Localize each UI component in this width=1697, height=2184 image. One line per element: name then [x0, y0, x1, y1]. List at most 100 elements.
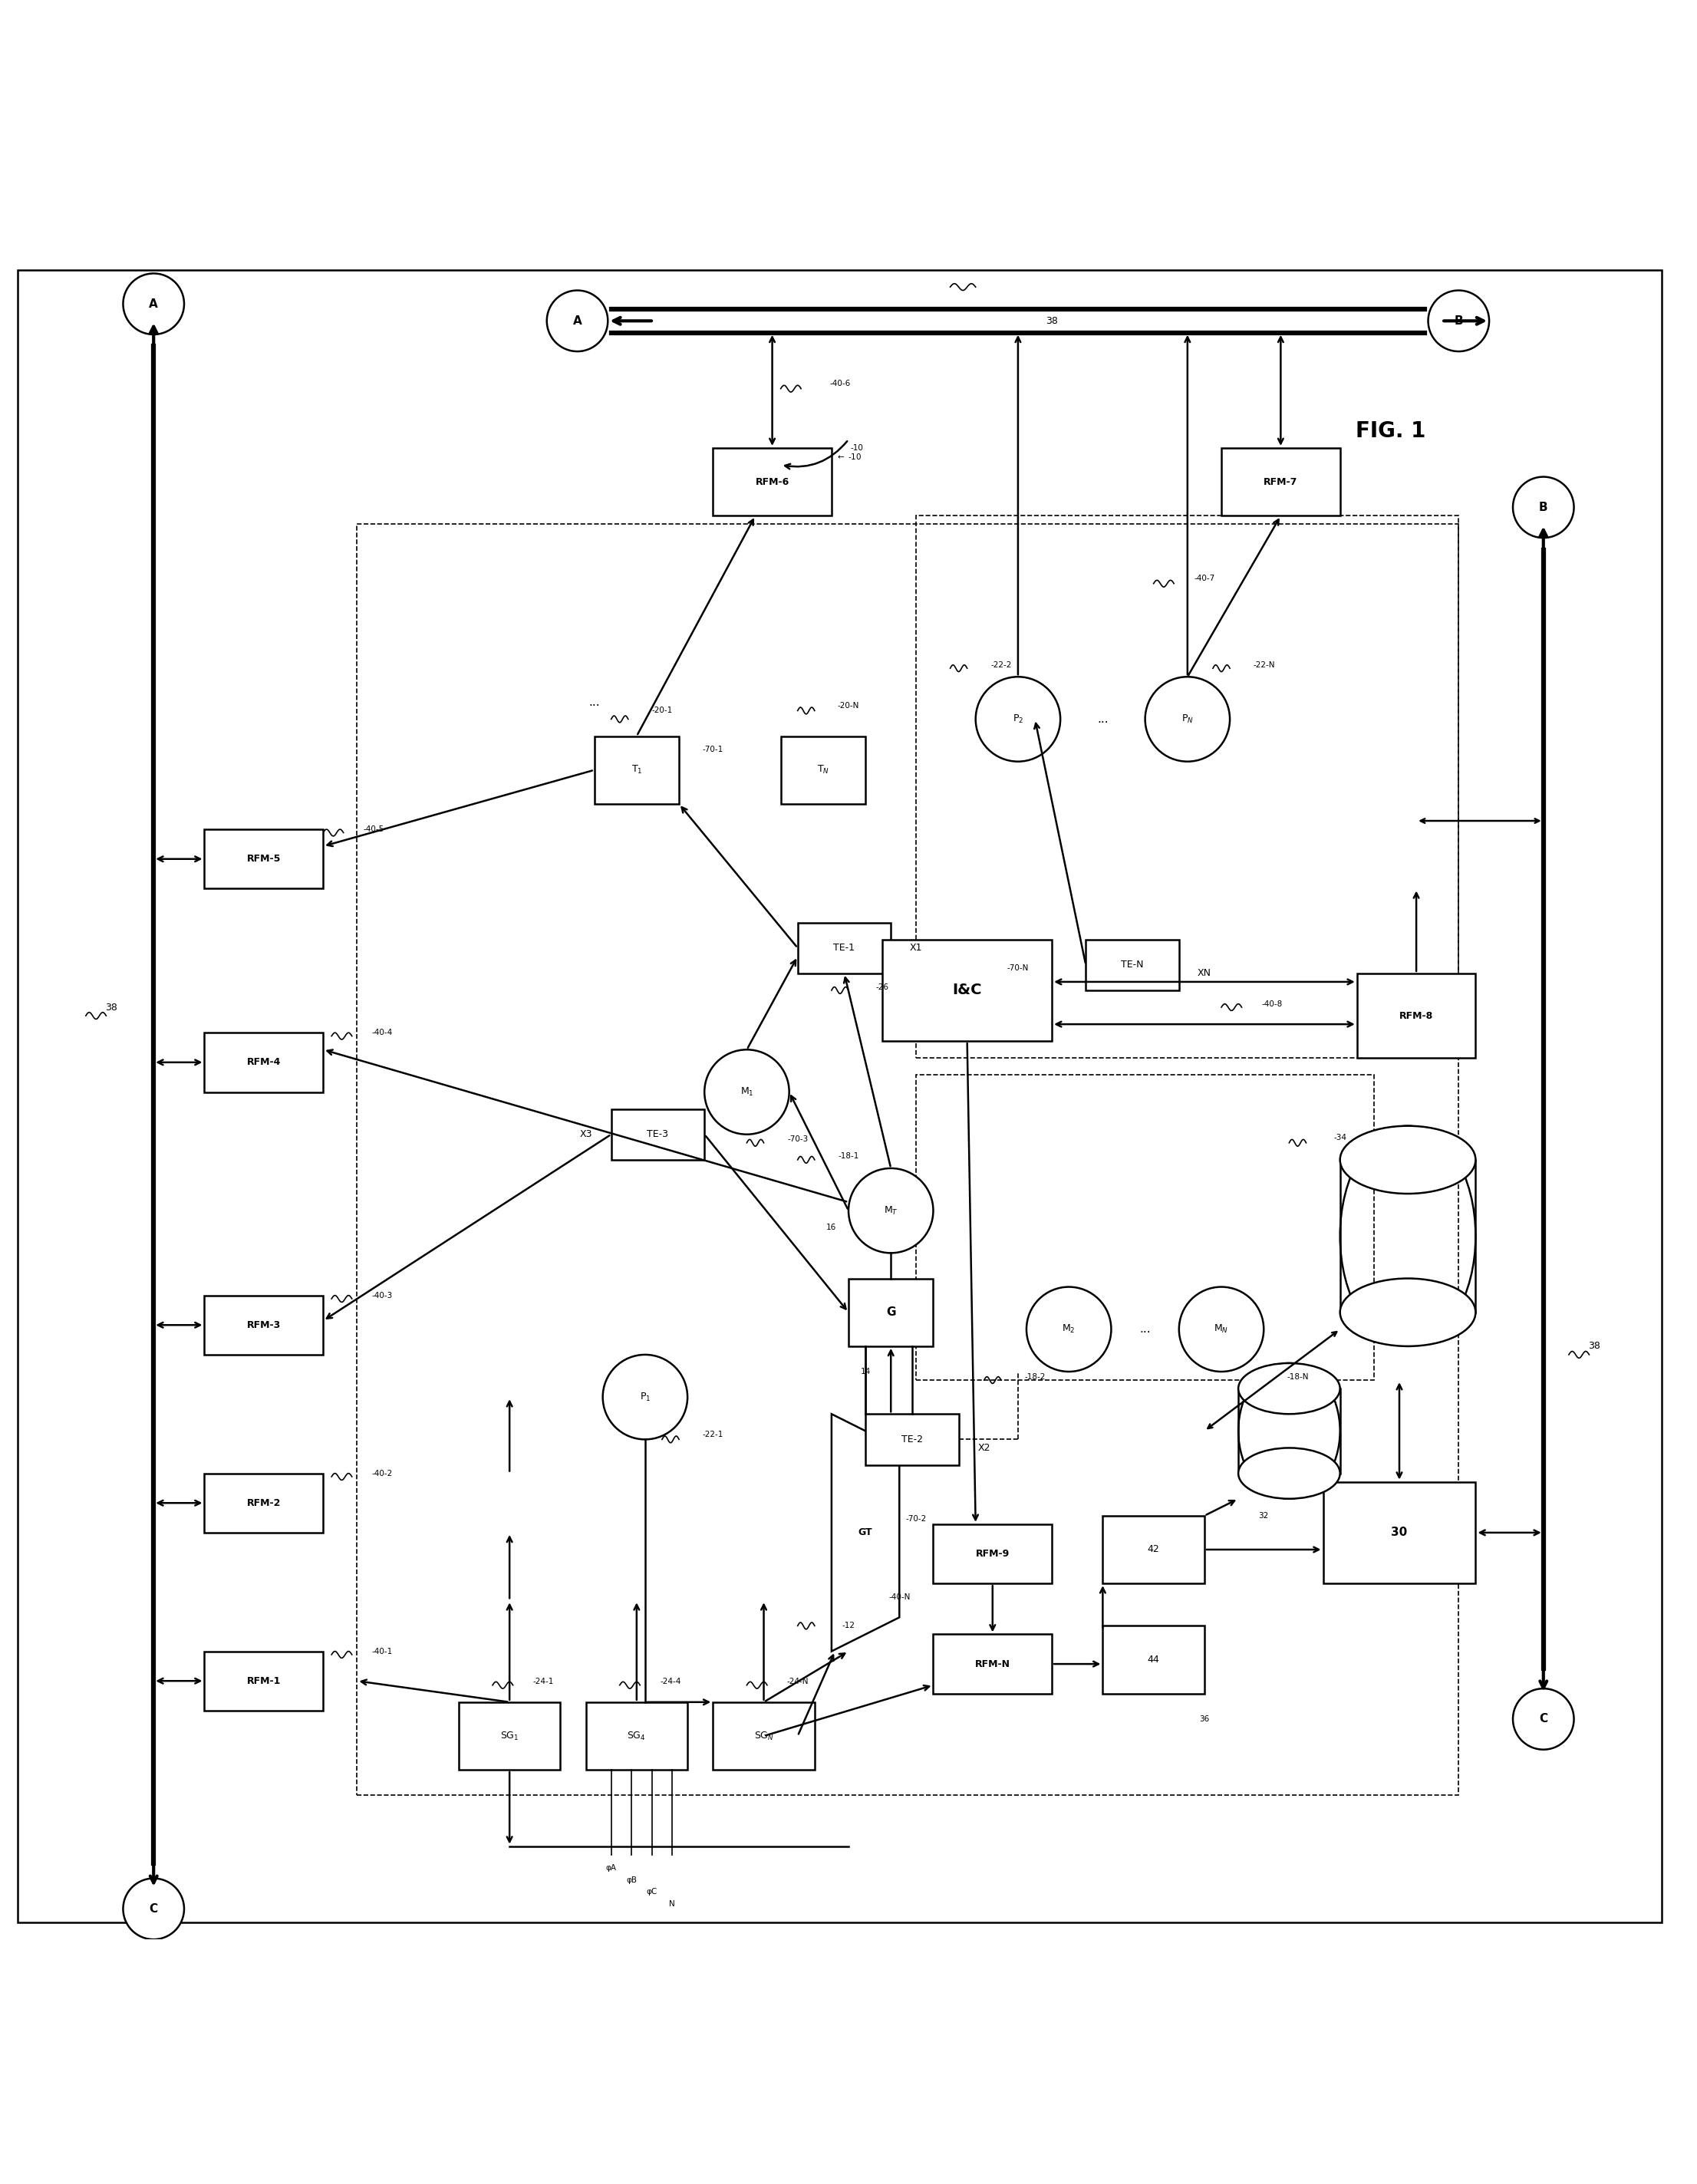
Text: -40-6: -40-6: [830, 380, 850, 387]
FancyBboxPatch shape: [1358, 974, 1476, 1057]
FancyBboxPatch shape: [933, 1524, 1052, 1583]
FancyBboxPatch shape: [865, 1413, 959, 1465]
Text: T$_N$: T$_N$: [816, 764, 830, 775]
Text: -20-1: -20-1: [652, 708, 672, 714]
Circle shape: [848, 1168, 933, 1254]
Text: M$_2$: M$_2$: [1062, 1324, 1076, 1334]
Text: RFM-9: RFM-9: [976, 1548, 1010, 1559]
Text: $\leftarrow$ -10: $\leftarrow$ -10: [835, 452, 862, 461]
Text: P$_2$: P$_2$: [1013, 714, 1023, 725]
Text: M$_T$: M$_T$: [884, 1206, 898, 1216]
Circle shape: [1514, 476, 1573, 537]
Text: N: N: [669, 1900, 675, 1907]
Text: RFM-3: RFM-3: [246, 1319, 280, 1330]
Text: -24-1: -24-1: [533, 1677, 553, 1686]
Text: -40-5: -40-5: [363, 826, 385, 832]
FancyBboxPatch shape: [204, 1474, 322, 1533]
FancyBboxPatch shape: [713, 1701, 815, 1769]
FancyBboxPatch shape: [611, 1109, 704, 1160]
Text: XN: XN: [1198, 968, 1212, 978]
Text: -40-7: -40-7: [1195, 574, 1215, 583]
FancyBboxPatch shape: [848, 1278, 933, 1345]
Circle shape: [1179, 1286, 1264, 1372]
Text: X3: X3: [579, 1129, 592, 1140]
FancyBboxPatch shape: [204, 830, 322, 889]
Text: RFM-N: RFM-N: [974, 1660, 1010, 1669]
Text: SG$_1$: SG$_1$: [501, 1730, 519, 1743]
Text: SG$_4$: SG$_4$: [628, 1730, 647, 1743]
Text: M$_N$: M$_N$: [1213, 1324, 1229, 1334]
Text: GT: GT: [859, 1527, 872, 1538]
Text: -12: -12: [842, 1623, 855, 1629]
Text: 14: 14: [860, 1367, 871, 1376]
Circle shape: [704, 1051, 789, 1133]
Text: RFM-6: RFM-6: [755, 476, 789, 487]
Text: G: G: [886, 1306, 896, 1319]
Circle shape: [602, 1354, 687, 1439]
Text: ...: ...: [589, 697, 599, 708]
Text: 16: 16: [826, 1223, 837, 1232]
Circle shape: [976, 677, 1061, 762]
Ellipse shape: [1341, 1127, 1476, 1195]
Ellipse shape: [1341, 1278, 1476, 1345]
Text: M$_1$: M$_1$: [740, 1085, 753, 1099]
Text: RFM-2: RFM-2: [246, 1498, 280, 1507]
Text: -24-N: -24-N: [787, 1677, 808, 1686]
FancyBboxPatch shape: [1086, 939, 1179, 989]
Text: -22-2: -22-2: [991, 662, 1011, 668]
Circle shape: [546, 290, 608, 352]
Text: -22-1: -22-1: [703, 1431, 723, 1439]
FancyBboxPatch shape: [781, 736, 865, 804]
Text: -40-2: -40-2: [372, 1470, 394, 1476]
Text: -18-2: -18-2: [1025, 1374, 1045, 1380]
Text: -24-4: -24-4: [660, 1677, 680, 1686]
FancyBboxPatch shape: [458, 1701, 560, 1769]
Text: TE-1: TE-1: [833, 943, 855, 952]
Text: -10: -10: [850, 443, 864, 452]
Circle shape: [1027, 1286, 1112, 1372]
Text: -40-4: -40-4: [372, 1029, 394, 1037]
FancyBboxPatch shape: [1103, 1625, 1205, 1693]
Text: SG$_N$: SG$_N$: [753, 1730, 774, 1743]
FancyBboxPatch shape: [713, 448, 832, 515]
FancyBboxPatch shape: [1324, 1481, 1476, 1583]
Text: -70-1: -70-1: [703, 745, 723, 753]
Text: -70-N: -70-N: [1006, 965, 1028, 972]
Text: 36: 36: [1200, 1714, 1210, 1723]
Text: B: B: [1539, 502, 1548, 513]
Text: -70-3: -70-3: [787, 1136, 808, 1142]
Circle shape: [1429, 290, 1490, 352]
Text: B: B: [1454, 314, 1463, 328]
FancyBboxPatch shape: [585, 1701, 687, 1769]
Text: -34: -34: [1334, 1133, 1346, 1142]
Text: φC: φC: [647, 1889, 657, 1896]
Text: 42: 42: [1147, 1544, 1159, 1555]
Circle shape: [1514, 1688, 1573, 1749]
FancyBboxPatch shape: [1222, 448, 1341, 515]
Text: -18-N: -18-N: [1286, 1374, 1308, 1380]
Circle shape: [124, 273, 183, 334]
Circle shape: [124, 1878, 183, 1939]
Text: -40-1: -40-1: [372, 1647, 394, 1655]
Text: TE-2: TE-2: [901, 1435, 923, 1444]
Text: 30: 30: [1392, 1527, 1407, 1538]
Text: 38: 38: [1045, 317, 1057, 325]
Text: 32: 32: [1259, 1511, 1269, 1520]
FancyBboxPatch shape: [798, 922, 891, 974]
Text: ...: ...: [1098, 714, 1108, 725]
Text: RFM-1: RFM-1: [246, 1675, 280, 1686]
Text: φB: φB: [626, 1876, 636, 1885]
Text: P$_N$: P$_N$: [1181, 714, 1193, 725]
Text: ...: ...: [1139, 1324, 1151, 1334]
Text: -40-8: -40-8: [1263, 1000, 1283, 1007]
FancyBboxPatch shape: [882, 939, 1052, 1042]
Text: A: A: [574, 314, 582, 328]
Ellipse shape: [1239, 1363, 1341, 1413]
Text: I&C: I&C: [952, 983, 983, 998]
Text: 38: 38: [105, 1002, 117, 1011]
Text: -26: -26: [876, 983, 889, 992]
Text: C: C: [1539, 1712, 1548, 1725]
Text: -18-1: -18-1: [838, 1153, 859, 1160]
FancyBboxPatch shape: [1103, 1516, 1205, 1583]
Text: -22-N: -22-N: [1252, 662, 1274, 668]
